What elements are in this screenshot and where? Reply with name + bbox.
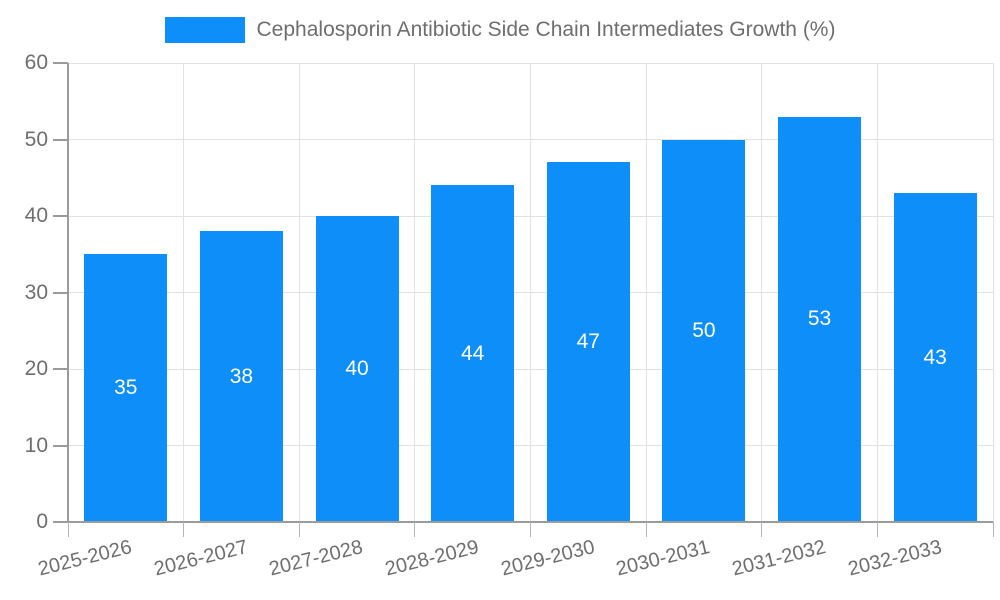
x-axis-label: 2031-2032 [729, 536, 828, 581]
bar: 50 [662, 139, 746, 522]
y-axis-label: 30 [24, 280, 48, 304]
y-axis-tick [53, 291, 68, 294]
bar-value-label: 44 [461, 341, 485, 365]
bar-value-label: 40 [345, 357, 369, 380]
bar-value-label: 53 [807, 307, 832, 331]
y-axis-tick [53, 62, 68, 64]
y-axis-label: 40 [24, 204, 48, 227]
bar-value-label: 35 [114, 376, 138, 400]
y-axis-label: 60 [24, 51, 48, 74]
bar-value-label: 50 [692, 318, 716, 342]
x-axis-label: 2026-2027 [151, 536, 250, 581]
x-axis-label: 2032-2033 [845, 536, 944, 581]
x-axis-label: 2027-2028 [267, 536, 366, 581]
bar-value-label: 38 [229, 364, 254, 388]
plot-area: 35 38 40 44 47 50 53 43 0 10 20 30 40 50 60 2025-2026 20… [25, 51, 994, 580]
bar: 43 [893, 193, 977, 522]
x-axis-label: 2025-2026 [35, 536, 135, 581]
x-axis-label: 2028-2029 [382, 536, 482, 581]
y-axis-tick [53, 138, 68, 141]
x-gridline [761, 63, 763, 522]
y-axis-tick [53, 368, 68, 370]
bar-value-label: 43 [923, 345, 947, 369]
x-gridline [298, 63, 300, 522]
y-axis-tick [53, 215, 68, 217]
bar: 38 [199, 231, 283, 522]
y-axis-label: 10 [24, 433, 48, 457]
x-gridline [992, 63, 994, 522]
y-axis-label: 20 [24, 357, 48, 380]
x-gridline [414, 63, 416, 522]
legend: Cephalosporin Antibiotic Side Chain Inte… [0, 14, 1000, 46]
x-gridline [183, 63, 185, 522]
y-axis-line [67, 63, 69, 522]
legend-label: Cephalosporin Antibiotic Side Chain Inte… [256, 18, 836, 41]
x-axis-tick [992, 522, 994, 537]
x-gridline [645, 63, 647, 522]
bar: 40 [315, 216, 399, 522]
x-axis-tick [414, 522, 416, 537]
y-axis-label: 50 [24, 127, 48, 151]
x-axis-tick [761, 522, 763, 537]
bar: 35 [84, 254, 168, 522]
y-axis-tick [53, 521, 68, 523]
y-axis-label: 0 [36, 510, 48, 533]
y-axis-tick [53, 444, 68, 447]
bar: 53 [778, 116, 862, 522]
x-axis-tick [298, 522, 300, 537]
x-axis-label: 2029-2030 [498, 536, 597, 581]
x-gridline [876, 63, 878, 522]
x-axis-label: 2030-2031 [614, 536, 713, 581]
x-axis-tick [645, 522, 647, 537]
x-axis-tick [530, 522, 531, 537]
legend-swatch [164, 17, 245, 43]
bar: 47 [546, 162, 630, 522]
x-axis-tick [876, 522, 878, 537]
bar-value-label: 47 [576, 330, 600, 354]
x-axis-tick [183, 522, 185, 537]
bar: 44 [431, 185, 515, 522]
x-axis-tick [67, 522, 69, 537]
x-gridline [530, 63, 531, 522]
